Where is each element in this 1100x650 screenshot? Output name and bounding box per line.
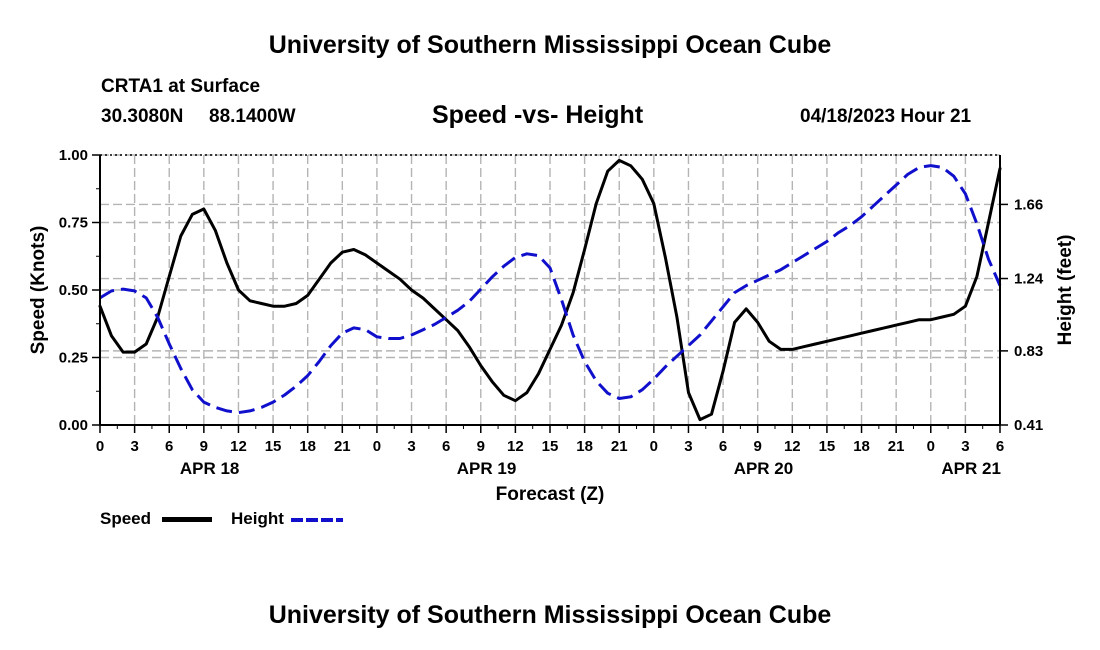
x-tick-label: 3 xyxy=(684,438,692,455)
y2-tick-label: 0.41 xyxy=(1014,417,1043,434)
x-tick-label: 3 xyxy=(407,438,415,455)
x-tick-label: 6 xyxy=(719,438,727,455)
date-label: APR 19 xyxy=(457,459,517,478)
y2-tick-label: 0.83 xyxy=(1014,343,1043,360)
series-height-line xyxy=(99,164,1002,415)
x-tick-label: 15 xyxy=(542,438,559,455)
latitude-label: 30.3080N xyxy=(101,106,184,127)
date-label: 04/18/2023 Hour 21 xyxy=(800,106,972,127)
series-speed-line xyxy=(98,158,1002,422)
x-tick-label: 12 xyxy=(784,438,801,455)
date-label: APR 21 xyxy=(941,459,1001,478)
x-tick-label: 15 xyxy=(265,438,282,455)
y-tick-label: 0.75 xyxy=(59,215,88,232)
date-label: APR 20 xyxy=(734,459,794,478)
bottom-title: University of Southern Mississippi Ocean… xyxy=(268,601,832,629)
longitude-label: 88.1400W xyxy=(209,106,296,127)
y2-tick-label: 1.66 xyxy=(1014,196,1043,213)
x-tick-label: 0 xyxy=(927,438,935,455)
legend-height-swatch xyxy=(291,518,343,522)
x-tick-label: 21 xyxy=(334,438,351,455)
station-label: CRTA1 at Surface xyxy=(101,76,261,97)
series-layer xyxy=(98,158,1002,422)
x-tick-label: 9 xyxy=(754,438,762,455)
x-tick-label: 12 xyxy=(507,438,524,455)
x-tick-label: 3 xyxy=(961,438,969,455)
legend-speed-swatch xyxy=(162,517,212,522)
x-tick-label: 3 xyxy=(130,438,138,455)
y2-tick-label: 1.24 xyxy=(1014,271,1044,288)
labels: Forecast (Z) Speed (Knots) Height (feet) xyxy=(28,226,1076,505)
top-title: University of Southern Mississippi Ocean… xyxy=(268,31,832,59)
y-tick-label: 1.00 xyxy=(59,147,88,164)
legend-height-label: Height xyxy=(231,509,284,528)
x-tick-label: 6 xyxy=(996,438,1004,455)
x-tick-label: 18 xyxy=(853,438,870,455)
y-tick-label: 0.50 xyxy=(59,282,88,299)
x-tick-label: 18 xyxy=(299,438,316,455)
y-tick-label: 0.25 xyxy=(59,350,88,367)
y-tick-label: 0.00 xyxy=(59,417,88,434)
x-tick-label: 0 xyxy=(373,438,381,455)
axes: 0 3 6 9 12 15 18 21 0 3 6 9 12 15 18 21 0 3 6 9 12 15 18 21 0 3 6A… xyxy=(59,147,1044,478)
speed-height-chart: 0 3 6 9 12 15 18 21 0 3 6 9 12 15 18 21 0 3 6 9 12 15 18 21 0 3 6A… xyxy=(28,147,1076,505)
x-tick-label: 21 xyxy=(888,438,905,455)
x-tick-label: 9 xyxy=(200,438,208,455)
x-tick-label: 12 xyxy=(230,438,247,455)
x-tick-label: 0 xyxy=(650,438,658,455)
x-axis-title: Forecast (Z) xyxy=(496,484,605,505)
x-tick-label: 18 xyxy=(576,438,593,455)
chart-title: Speed -vs- Height xyxy=(432,101,644,129)
x-tick-label: 9 xyxy=(477,438,485,455)
x-tick-label: 0 xyxy=(96,438,104,455)
grid xyxy=(100,154,1000,425)
x-tick-label: 6 xyxy=(442,438,450,455)
date-label: APR 18 xyxy=(180,459,240,478)
x-tick-label: 6 xyxy=(165,438,173,455)
y-axis-title: Speed (Knots) xyxy=(28,226,49,355)
legend-speed-label: Speed xyxy=(100,509,152,528)
x-tick-label: 21 xyxy=(611,438,628,455)
y2-axis-title: Height (feet) xyxy=(1055,235,1076,346)
x-tick-label: 15 xyxy=(819,438,836,455)
